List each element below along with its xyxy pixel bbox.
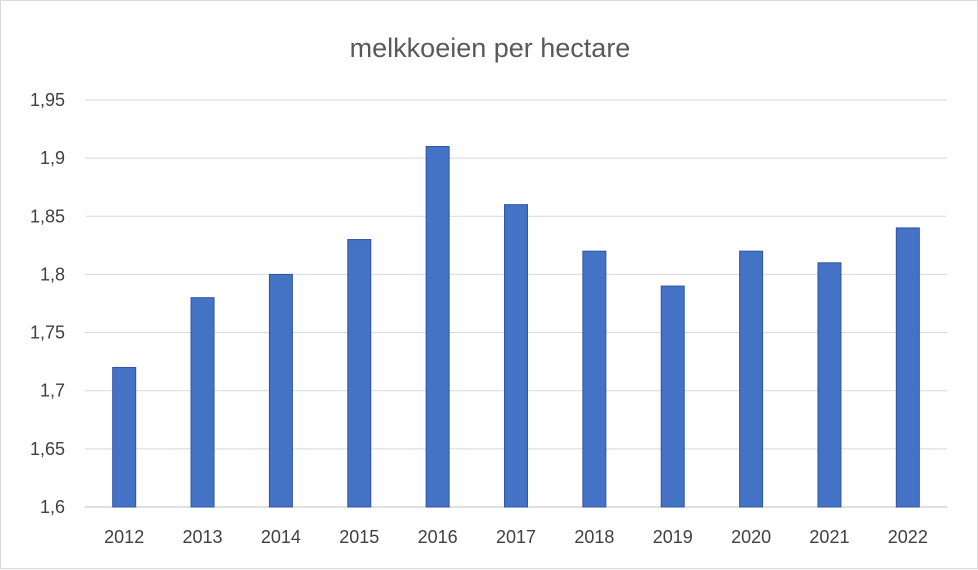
- bar-2015: [347, 239, 372, 508]
- bar-2013: [190, 297, 215, 508]
- bar-2022: [895, 227, 920, 508]
- x-tick-label: 2022: [888, 527, 928, 547]
- bar-2012: [112, 366, 137, 508]
- bar-2014: [268, 273, 293, 508]
- y-tick-label: 1,7: [40, 381, 65, 401]
- x-tick-label: 2017: [496, 527, 536, 547]
- y-tick-label: 1,75: [30, 323, 65, 343]
- x-tick-label: 2012: [104, 527, 144, 547]
- x-tick-label: 2015: [339, 527, 379, 547]
- x-tick-label: 2013: [183, 527, 223, 547]
- bar-2019: [660, 285, 685, 508]
- bar-2021: [817, 262, 842, 508]
- bars: [112, 146, 920, 508]
- y-tick-label: 1,65: [30, 439, 65, 459]
- bar-2020: [739, 250, 764, 508]
- y-tick-label: 1,95: [30, 90, 65, 110]
- x-tick-label: 2018: [574, 527, 614, 547]
- y-tick-label: 1,9: [40, 148, 65, 168]
- x-axis-ticks: 2012 2013 2014 2015 2016 2017 2018 2019 2020 2021…: [104, 527, 928, 547]
- y-tick-label: 1,6: [40, 497, 65, 517]
- chart-title: melkkoeien per hectare: [350, 33, 631, 63]
- x-tick-label: 2019: [653, 527, 693, 547]
- y-tick-label: 1,85: [30, 206, 65, 226]
- bar-2017: [504, 204, 528, 508]
- x-tick-label: 2014: [261, 527, 301, 547]
- y-tick-label: 1,8: [40, 264, 65, 284]
- bar-2016: [425, 146, 450, 508]
- x-tick-label: 2016: [418, 527, 458, 547]
- bar-2018: [582, 250, 607, 508]
- x-tick-label: 2020: [731, 527, 771, 547]
- y-axis-ticks: 1,6 1,65 1,7 1,75 1,8 1,85 1,9 1,95: [30, 90, 65, 517]
- x-tick-label: 2021: [809, 527, 849, 547]
